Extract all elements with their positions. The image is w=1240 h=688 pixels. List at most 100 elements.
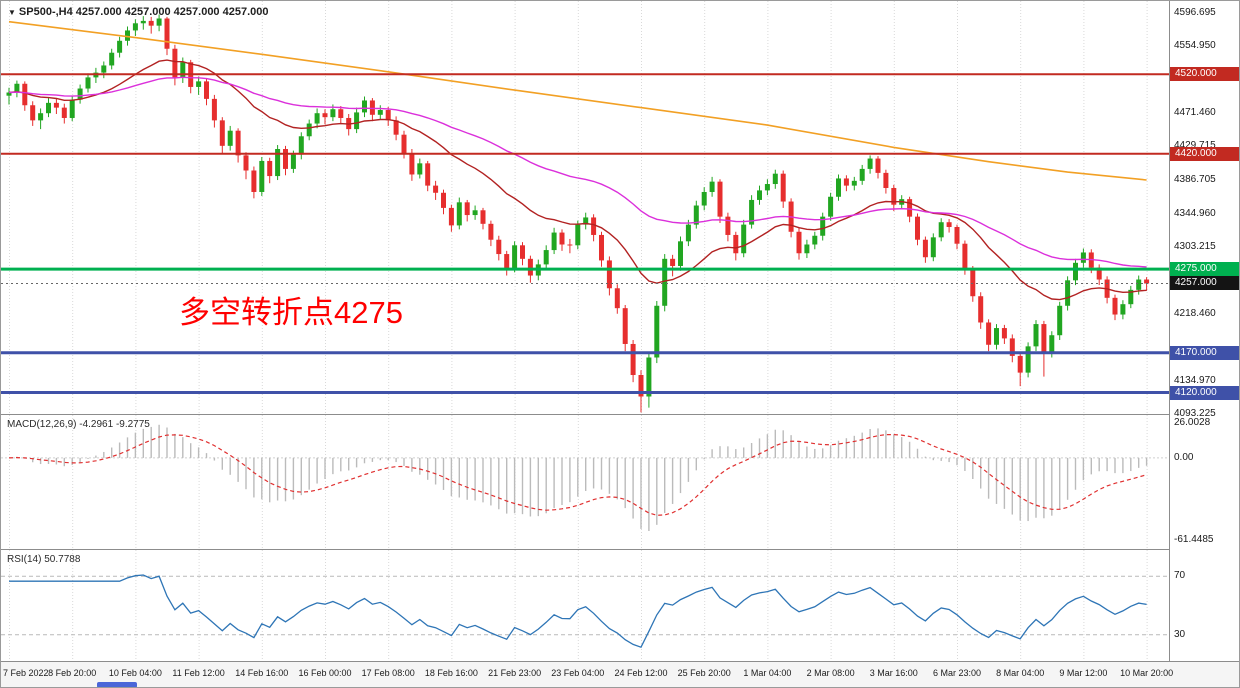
candle-up	[354, 112, 360, 130]
rsi-line	[9, 574, 1147, 649]
candle-down	[591, 217, 597, 235]
time-axis[interactable]: 7 Feb 2022 8 Feb 20:00 10 Feb 04:00 11 Feb …	[1, 662, 1239, 687]
candle-up	[701, 191, 707, 206]
candle-up	[156, 18, 162, 26]
candle-up	[662, 258, 668, 306]
macd-axis-label: -61.4485	[1174, 534, 1214, 546]
candle-up	[1136, 279, 1142, 290]
candle-up	[851, 180, 857, 186]
price-tick-label: 4554.950	[1174, 40, 1216, 52]
candle-down	[211, 98, 217, 121]
time-axis-label: 10 Mar 20:00	[1120, 668, 1174, 678]
candle-up	[1033, 324, 1039, 347]
candle-up	[804, 244, 810, 254]
candle-down	[559, 232, 565, 245]
candle-up	[125, 30, 130, 41]
candle-up	[259, 160, 265, 192]
macd-axis-label: 0.00	[1174, 451, 1194, 463]
candle-down	[527, 258, 533, 276]
scrollbar-thumb[interactable]	[97, 682, 137, 687]
price-tick-label: 4596.695	[1174, 7, 1216, 19]
candle-up	[812, 235, 818, 245]
candle-up	[14, 83, 20, 93]
candle-up	[227, 130, 233, 146]
candle-down	[1009, 338, 1015, 356]
candle-up	[764, 184, 770, 191]
time-axis-label: 16 Feb 00:00	[298, 668, 352, 678]
candle-up	[512, 245, 518, 269]
chart-annotation-text[interactable]: 多空转折点4275	[179, 295, 403, 330]
rsi-panel-svg[interactable]	[1, 550, 1169, 661]
price-axis[interactable]: 4596.695 4554.950 4471.460 4429.715 4386.705…	[1169, 1, 1239, 661]
candle-up	[275, 149, 281, 177]
price-tick-label: 4386.705	[1174, 174, 1216, 186]
chevron-down-icon[interactable]: ▼	[8, 8, 16, 17]
candle-down	[401, 134, 407, 153]
candle-down	[219, 120, 225, 146]
candle-down	[606, 260, 612, 289]
rsi-value: 50.7788	[44, 554, 81, 565]
price-tick-label: 4429.715	[1174, 140, 1216, 152]
rsi-level-label: 30	[1174, 628, 1186, 640]
candle-down	[1144, 279, 1150, 284]
candle-down	[267, 160, 273, 177]
candle-up	[314, 113, 320, 124]
candle-up	[859, 168, 865, 181]
candle-up	[1120, 304, 1126, 315]
candle-down	[843, 178, 849, 186]
candle-down	[441, 192, 446, 208]
candle-down	[448, 207, 454, 226]
macd-signal-line	[8, 434, 1147, 516]
time-axis-label: 11 Feb 12:00	[172, 668, 225, 678]
time-axis-label: 17 Feb 08:00	[361, 668, 415, 678]
time-axis-label: 8 Feb 20:00	[48, 668, 97, 678]
candle-up	[741, 224, 747, 254]
time-axis-label: 18 Feb 16:00	[424, 668, 478, 678]
time-axis-label: 14 Feb 16:00	[235, 668, 289, 678]
rsi-level-label: 70	[1174, 570, 1186, 582]
candle-down	[61, 107, 67, 118]
candle-up	[132, 23, 138, 31]
macd-value: -4.2961	[79, 419, 114, 430]
candle-up	[330, 109, 336, 118]
candle-up	[472, 210, 478, 216]
candle-up	[757, 190, 762, 200]
ma-trend	[8, 20, 1147, 181]
candle-up	[654, 305, 660, 358]
candle-up	[85, 77, 91, 89]
candle-up	[117, 40, 123, 53]
candle-down	[725, 216, 731, 235]
candle-down	[1112, 297, 1118, 315]
candle-up	[377, 110, 383, 115]
time-axis-label: 23 Feb 04:00	[551, 668, 605, 678]
price-tick-label: 4093.225	[1174, 407, 1216, 419]
candle-up	[938, 222, 944, 238]
candle-down	[946, 222, 952, 227]
candle-down	[638, 375, 644, 397]
candle-down	[915, 216, 920, 240]
candle-up	[180, 62, 186, 78]
macd-panel-svg[interactable]	[1, 415, 1169, 549]
symbol-info: ▼ SP500-,H4 4257.000 4257.000 4257.000 42…	[8, 6, 269, 18]
candle-up	[1065, 280, 1071, 306]
macd-signal-value: -9.2775	[115, 419, 150, 430]
candle-down	[922, 239, 928, 258]
panel-separator	[1, 414, 1239, 415]
main-chart-svg[interactable]	[1, 1, 1169, 414]
ohlc-values: 4257.000 4257.000 4257.000 4257.000	[75, 6, 269, 18]
candle-down	[907, 199, 913, 217]
ma-fast	[8, 59, 1147, 301]
price-level-badge: 4170.000	[1170, 345, 1239, 360]
candle-down	[670, 258, 676, 266]
candle-up	[1128, 289, 1134, 305]
candle-up	[362, 100, 367, 113]
time-axis-label: 1 Mar 04:00	[743, 668, 792, 678]
candle-up	[543, 250, 549, 265]
candle-down	[433, 185, 439, 193]
candle-up	[290, 154, 296, 169]
rsi-name: RSI(14)	[7, 554, 42, 565]
current-price-badge: 4257.000	[1170, 276, 1239, 291]
ma-slow	[8, 76, 1147, 268]
candle-down	[970, 269, 976, 297]
